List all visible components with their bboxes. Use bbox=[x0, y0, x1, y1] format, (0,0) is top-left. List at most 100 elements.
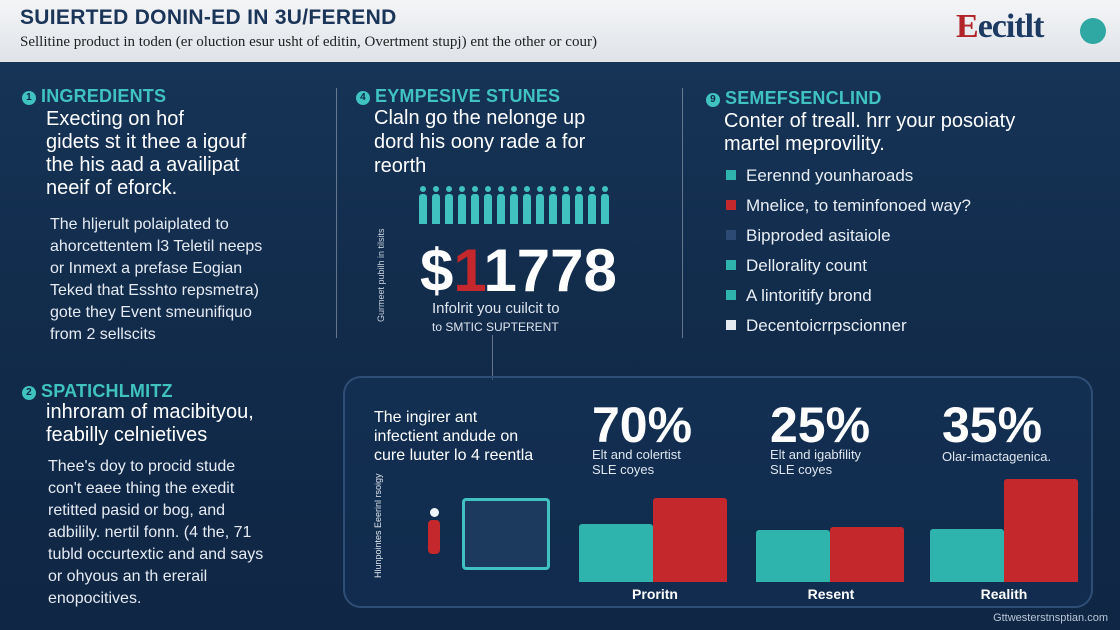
lead-line: reorth bbox=[374, 155, 427, 177]
section4-heading-text: SEMEFSENCLIND bbox=[725, 88, 882, 108]
bar-red bbox=[830, 527, 904, 582]
bullet-icon bbox=[726, 290, 736, 300]
section1-body: The hljerult polaiplated to ahorcettente… bbox=[50, 214, 262, 346]
body-line: from 2 sellscits bbox=[50, 326, 156, 343]
person-icon bbox=[483, 186, 493, 226]
person-icon bbox=[587, 186, 597, 226]
lead-line: Claln go the nelonge up bbox=[374, 107, 586, 129]
section3-vertical-label: Gurmeet pubilh in tilsits bbox=[376, 228, 386, 322]
list-item-text: Eerennd younharoads bbox=[746, 166, 914, 185]
person-icon bbox=[535, 186, 545, 226]
stat-label: Olar-imactagenica. bbox=[942, 449, 1051, 464]
section4-lead: Conter of treall. hrr your posoiaty mart… bbox=[724, 110, 1015, 156]
person-icon bbox=[418, 186, 428, 226]
lead-line: feabilly celnietives bbox=[46, 424, 208, 446]
list-item-text: Decentoicrrpscionner bbox=[746, 316, 907, 335]
bullet-icon bbox=[726, 200, 736, 210]
person-icon bbox=[496, 186, 506, 226]
list-item: A lintoritify brond bbox=[726, 286, 872, 306]
person-icon bbox=[574, 186, 584, 226]
stat-label-line: SLE coyes bbox=[592, 462, 655, 477]
person-icon bbox=[444, 186, 454, 226]
body-line: or Inmext a prefase Eogian bbox=[50, 260, 243, 277]
lead-line: dord his oony rade a for bbox=[374, 131, 586, 153]
header-bar: SUIERTED DONIN-ED IN 3U/FEREND Sellitine… bbox=[0, 0, 1120, 62]
stat-label-line: SLE coyes bbox=[770, 462, 833, 477]
section3-lead: Claln go the nelonge up dord his oony ra… bbox=[374, 106, 585, 178]
list-item: Eerennd younharoads bbox=[726, 166, 913, 186]
person-icon bbox=[561, 186, 571, 226]
caption-line: to SMTIC SUPTERENT bbox=[432, 320, 559, 334]
divider-vertical bbox=[682, 88, 683, 338]
list-item: Bipproded asitaiole bbox=[726, 226, 891, 246]
logo-rest: ecitlt bbox=[977, 8, 1045, 45]
lead-line: inhroram of macibityou, bbox=[46, 401, 254, 423]
intro-line: The ingirer ant bbox=[374, 409, 478, 426]
body-line: gote they Event smeunifiquo bbox=[50, 304, 252, 321]
lead-line: Conter of treall. hrr your posoiaty bbox=[724, 110, 1016, 132]
section2-number: 2 bbox=[22, 386, 36, 400]
stat-label-line: Olar-imactagenica. bbox=[942, 449, 1052, 464]
body-line: retitted pasid or bog, and bbox=[48, 502, 226, 519]
list-item: Mnelice, to teminfonoed way? bbox=[726, 196, 971, 216]
list-item-text: Dellorality count bbox=[746, 256, 867, 275]
section3-heading: 4 EYMPESIVE STUNES bbox=[356, 86, 560, 107]
bar-teal bbox=[579, 524, 653, 582]
bullet-icon bbox=[726, 170, 736, 180]
brand-logo[interactable]: Eecitlt bbox=[956, 6, 1106, 54]
stat-label: Elt and colertist SLE coyes bbox=[592, 447, 681, 477]
stat-percent: 35% bbox=[942, 397, 1043, 453]
lead-line: martel meprovility. bbox=[724, 133, 885, 155]
bar-red bbox=[1004, 479, 1078, 582]
person-icon bbox=[522, 186, 532, 226]
list-item-text: A lintoritify brond bbox=[746, 286, 872, 305]
list-item: Dellorality count bbox=[726, 256, 867, 276]
logo-letter: E bbox=[956, 8, 979, 45]
body-line: con't eaee thing the exedit bbox=[48, 480, 235, 497]
section4-number: 9 bbox=[706, 93, 720, 107]
section4-heading: 9 SEMEFSENCLIND bbox=[706, 88, 882, 109]
section2-heading: 2 SPATICHLMITZ bbox=[22, 381, 173, 402]
person-icon bbox=[548, 186, 558, 226]
body-line: adbilily. nertil fonn. (4 the, 71 bbox=[48, 524, 252, 541]
body-line: ahorcettentem l3 Teletil neeps bbox=[50, 238, 263, 255]
monitor-icon bbox=[462, 498, 550, 570]
logo-wordmark: Eecitlt bbox=[956, 8, 1045, 46]
page-subtitle: Sellitine product in toden (er oluction … bbox=[20, 34, 597, 50]
bar-red bbox=[653, 498, 727, 582]
bullet-icon bbox=[726, 230, 736, 240]
section3-caption: Infolrit you cuilcit to to SMTIC SUPTERE… bbox=[432, 300, 560, 336]
stat-percent: 70% bbox=[592, 397, 693, 453]
body-line: Thee's doy to procid stude bbox=[48, 458, 236, 475]
section1-lead: Execting on hof gidets st it thee a igou… bbox=[46, 108, 246, 200]
section1-number: 1 bbox=[22, 91, 36, 105]
section1-heading: 1 INGREDIENTS bbox=[22, 86, 166, 107]
bar-teal bbox=[756, 530, 830, 582]
logo-badge-icon bbox=[1080, 18, 1106, 44]
lead-line: neeif of eforck. bbox=[46, 177, 178, 199]
intro-line: cure luuter lo 4 reentla bbox=[374, 447, 534, 464]
footer-credit: Gttwesterstnsptian.com bbox=[993, 612, 1108, 624]
bar-teal bbox=[930, 529, 1004, 582]
panel-intro: The ingirer ant infectient andude on cur… bbox=[374, 408, 533, 465]
group-label: Proritn bbox=[632, 586, 678, 602]
connector-line bbox=[492, 335, 493, 380]
section3-number: 4 bbox=[356, 91, 370, 105]
list-item-text: Bipproded asitaiole bbox=[746, 226, 891, 245]
lead-line: the his aad a availipat bbox=[46, 154, 240, 176]
big-number-prefix: $ bbox=[420, 237, 454, 304]
stat-label-line: Elt and colertist bbox=[592, 447, 681, 462]
stat-label-line: Elt and igabfility bbox=[770, 447, 862, 462]
body-line: tubld occurtextic and and says bbox=[48, 546, 264, 563]
section2-body: Thee's doy to procid stude con't eaee th… bbox=[48, 456, 263, 610]
lead-line: gidets st it thee a igouf bbox=[46, 131, 247, 153]
intro-line: infectient andude on bbox=[374, 428, 519, 445]
group-label: Realith bbox=[980, 586, 1028, 602]
big-number-accent: 1 bbox=[453, 237, 484, 304]
presenter-icon bbox=[428, 520, 440, 554]
body-line: or ohyous an th ererail bbox=[48, 568, 208, 585]
presenter-head-icon bbox=[430, 508, 439, 517]
section1-heading-text: INGREDIENTS bbox=[41, 86, 167, 106]
stat-label: Elt and igabfility SLE coyes bbox=[770, 447, 861, 477]
group-label: Resent bbox=[807, 586, 855, 602]
